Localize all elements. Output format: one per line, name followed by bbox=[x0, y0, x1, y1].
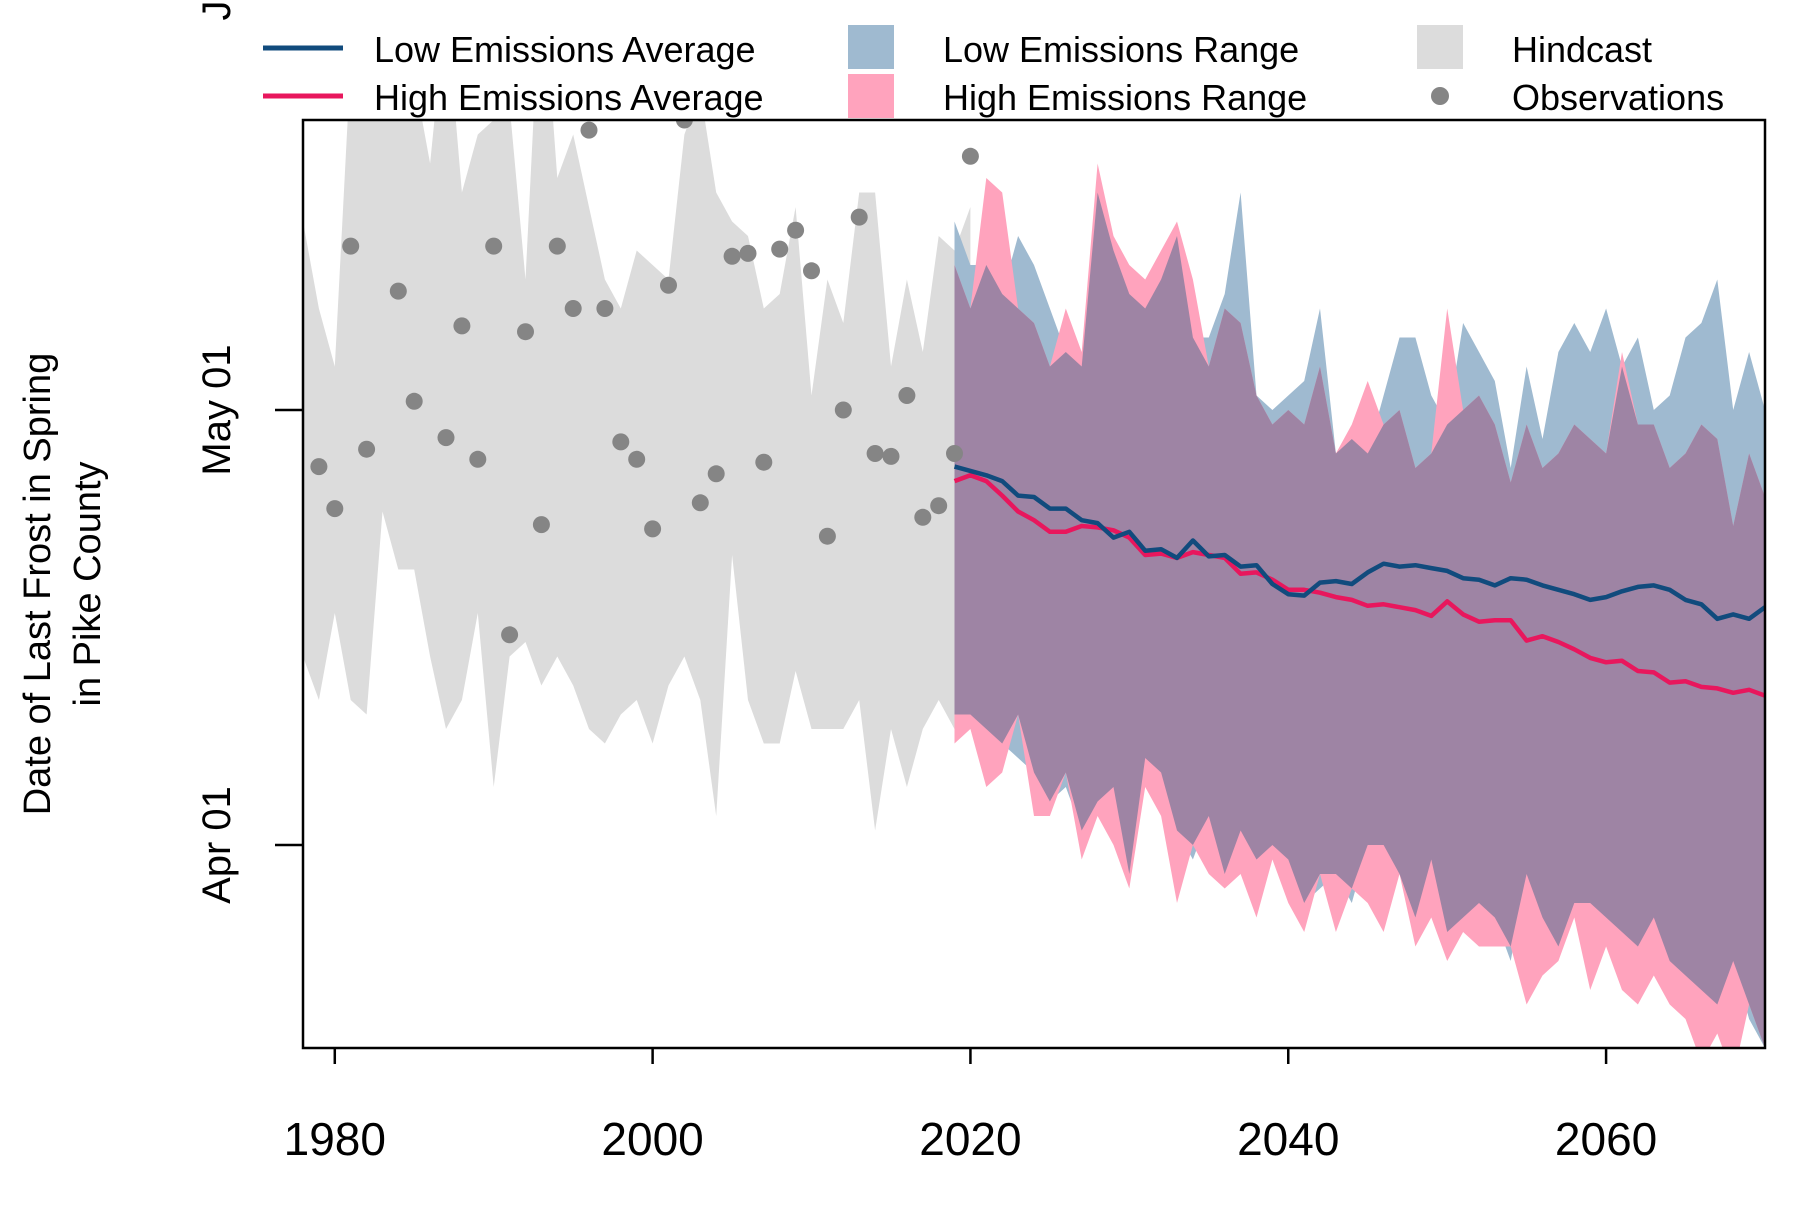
legend-label-low-avg: Low Emissions Average bbox=[374, 29, 756, 70]
hindcast-band bbox=[303, 120, 971, 831]
observation-point bbox=[501, 626, 519, 644]
observation-point bbox=[723, 247, 741, 265]
legend: Low Emissions Average High Emissions Ave… bbox=[263, 25, 1724, 118]
observation-point bbox=[739, 244, 757, 262]
y-tick-label: Jun 01 bbox=[195, 0, 239, 21]
observation-point bbox=[675, 120, 693, 129]
observation-point bbox=[437, 429, 455, 447]
observation-points bbox=[310, 120, 979, 644]
observation-point bbox=[930, 497, 948, 515]
observation-point bbox=[961, 147, 979, 165]
observation-point bbox=[326, 500, 344, 518]
observation-point bbox=[612, 433, 630, 451]
observation-point bbox=[850, 208, 868, 226]
x-tick-label: 2060 bbox=[1555, 1113, 1657, 1165]
observation-point bbox=[834, 401, 852, 419]
y-axis-title-line1: Date of Last Frost in Spring bbox=[17, 353, 59, 816]
y-axis-title-line2: in Pike County bbox=[67, 461, 109, 706]
legend-label-observations: Observations bbox=[1512, 77, 1724, 118]
observation-point bbox=[707, 465, 725, 483]
observation-point bbox=[946, 445, 963, 462]
observation-point bbox=[818, 527, 836, 545]
y-tick-label: Apr 01 bbox=[195, 786, 239, 904]
range-overlap-band bbox=[954, 192, 1765, 1048]
x-axis: 1980 2000 2020 2040 2060 bbox=[284, 1048, 1657, 1165]
observation-point bbox=[517, 323, 534, 341]
observation-point bbox=[803, 262, 820, 280]
observation-point bbox=[389, 282, 407, 300]
observation-point bbox=[532, 516, 550, 534]
observation-point bbox=[485, 237, 503, 255]
observation-point bbox=[580, 121, 598, 139]
legend-swatch-hindcast bbox=[1417, 25, 1463, 69]
y-axis: Apr 01 May 01 Jun 01 bbox=[195, 0, 303, 904]
observation-point bbox=[596, 300, 614, 317]
observation-point bbox=[771, 240, 789, 258]
x-tick-label: 1980 bbox=[284, 1113, 386, 1165]
plot-frame bbox=[301, 118, 1767, 1050]
legend-swatch-observations bbox=[1431, 87, 1449, 105]
observation-point bbox=[628, 450, 646, 468]
observation-point bbox=[548, 237, 566, 255]
legend-swatch-high-range bbox=[848, 74, 894, 118]
observation-point bbox=[644, 520, 662, 538]
observation-point bbox=[469, 450, 487, 468]
x-tick-label: 2040 bbox=[1237, 1113, 1339, 1165]
observation-point bbox=[755, 453, 773, 471]
observation-point bbox=[405, 392, 423, 410]
y-tick-label: May 01 bbox=[195, 344, 239, 475]
observation-point bbox=[453, 317, 471, 335]
legend-label-hindcast: Hindcast bbox=[1512, 29, 1652, 70]
observation-point bbox=[882, 447, 900, 465]
high-emissions-average-line bbox=[953, 473, 1765, 698]
x-tick-label: 2020 bbox=[919, 1113, 1021, 1165]
x-tick-label: 2000 bbox=[601, 1113, 703, 1165]
observation-point bbox=[866, 445, 884, 462]
observation-point bbox=[358, 440, 376, 458]
legend-label-low-range: Low Emissions Range bbox=[943, 29, 1299, 70]
legend-swatch-low-range bbox=[848, 25, 894, 69]
observation-point bbox=[898, 387, 916, 404]
observation-point bbox=[564, 300, 582, 317]
observation-point bbox=[914, 508, 932, 526]
observation-point bbox=[691, 494, 709, 512]
legend-label-high-avg: High Emissions Average bbox=[374, 77, 764, 118]
observation-point bbox=[342, 237, 360, 255]
legend-label-high-range: High Emissions Range bbox=[943, 77, 1307, 118]
observation-point bbox=[660, 276, 677, 294]
observation-point bbox=[787, 221, 805, 239]
observation-point bbox=[310, 458, 328, 476]
low-emissions-average-line bbox=[953, 464, 1765, 622]
